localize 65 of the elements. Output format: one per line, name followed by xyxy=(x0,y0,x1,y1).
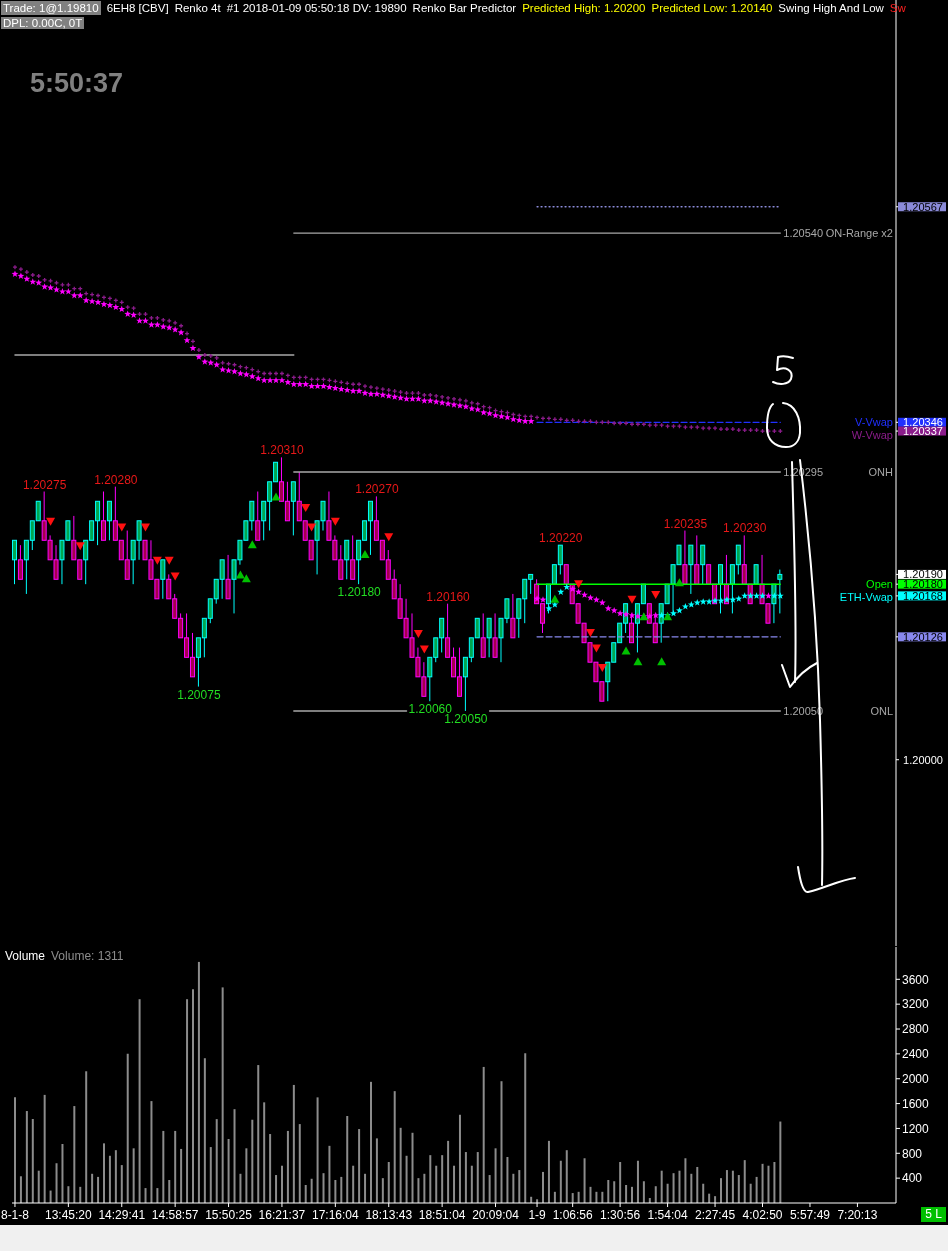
legend-label: W-Vwap xyxy=(851,429,893,442)
annotation: Sw xyxy=(889,1,906,15)
text: 5 L xyxy=(921,1207,946,1222)
text: 1.20275 xyxy=(22,477,67,492)
text: ONH xyxy=(868,466,894,479)
data-label: 1.20540 xyxy=(783,227,824,240)
annotation: #1 2018-01-09 05:50:18 DV: 19890 xyxy=(226,1,407,15)
x-tick-label: 16:21:37 xyxy=(258,1208,306,1223)
annotation: Predicted High: 1.20200 xyxy=(522,1,646,15)
chart-title: Volume xyxy=(5,949,46,963)
x-tick-label: 4:02:50 xyxy=(742,1208,783,1223)
x-tick-label: 13:45:20 xyxy=(45,1208,93,1223)
y-tick-label: 1.20126 xyxy=(903,630,943,643)
text: 1.20235 xyxy=(663,516,708,531)
text: DPL: 0.00C, 0T xyxy=(1,17,85,29)
y-tick-label: 1.20168 xyxy=(903,589,943,602)
x-tick-label: 14:29:41 xyxy=(98,1208,146,1223)
annotation: 5:50:37 xyxy=(30,67,124,99)
annotation: Renko 4t xyxy=(174,1,221,15)
y-tick-label: 1200 xyxy=(902,1121,930,1136)
y-tick-label: 1.20190 xyxy=(903,568,943,581)
x-tick-label: 14:58:57 xyxy=(151,1208,199,1223)
chart-title: Trade: 1@1.19810 xyxy=(1,1,101,15)
x-tick-label: 5:57:49 xyxy=(789,1208,831,1223)
y-tick-label: 2400 xyxy=(902,1047,930,1062)
annotation: Predicted Low: 1.20140 xyxy=(651,1,773,15)
legend-label: ETH-Vwap xyxy=(839,591,893,604)
legend-label: Open xyxy=(866,578,893,591)
x-tick-label: 1-9 xyxy=(528,1208,547,1223)
text: 1.20075 xyxy=(177,687,221,702)
annotation: Renko Bar Predictor xyxy=(412,1,517,15)
x-tick-label: 1:06:56 xyxy=(552,1208,593,1223)
y-tick-label: 3200 xyxy=(902,997,930,1012)
x-tick-label: 7:20:13 xyxy=(837,1208,878,1223)
x-tick-label: 8-1-8 xyxy=(0,1208,30,1223)
annotation: 6EH8 [CBV] xyxy=(106,1,169,15)
text: 1.20220 xyxy=(539,531,583,546)
text: 1.20270 xyxy=(355,482,399,497)
y-tick-label: 3600 xyxy=(902,972,930,987)
text: 1.20180 xyxy=(337,585,381,600)
y-tick-label: 1.20000 xyxy=(903,753,943,766)
y-tick-label: 1600 xyxy=(902,1096,930,1111)
annotation: Swing High And Low xyxy=(778,1,884,15)
y-tick-label: 2000 xyxy=(902,1071,930,1086)
text: ON-Range x2 xyxy=(825,227,893,240)
x-tick-label: 17:16:04 xyxy=(311,1208,360,1223)
x-tick-label: 1:30:56 xyxy=(600,1208,641,1223)
text: 1.20280 xyxy=(94,472,138,487)
x-tick-label: 18:51:04 xyxy=(418,1208,466,1223)
x-tick-label: 2:27:45 xyxy=(695,1208,736,1223)
x-tick-label: 20:09:04 xyxy=(472,1208,520,1223)
y-tick-label: 400 xyxy=(902,1171,923,1186)
text: ONL xyxy=(870,704,893,717)
y-tick-label: 1.20567 xyxy=(903,200,943,213)
text: 1.20160 xyxy=(426,589,470,604)
text: 1.20310 xyxy=(260,443,304,458)
text: 1.20230 xyxy=(723,521,767,536)
y-tick-label: 2800 xyxy=(902,1022,930,1037)
x-tick-label: 1:54:04 xyxy=(647,1208,688,1223)
chart-subtitle: Volume: 1311 xyxy=(51,949,124,963)
legend-label: V-Vwap xyxy=(855,416,893,429)
y-tick-label: 800 xyxy=(902,1146,923,1161)
y-tick-label: 1.20180 xyxy=(903,578,943,591)
x-tick-label: 15:50:25 xyxy=(205,1208,253,1223)
x-tick-label: 18:13:43 xyxy=(365,1208,413,1223)
